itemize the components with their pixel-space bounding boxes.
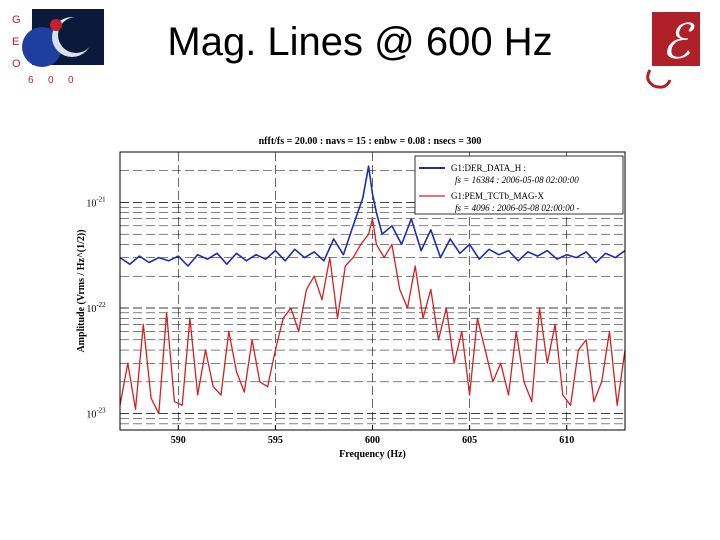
- logo-moon-shadow: [58, 17, 94, 53]
- y-tick-label: 10-23: [86, 407, 106, 421]
- chart-title: nfft/fs = 20.00 : navs = 15 : enbw = 0.0…: [259, 136, 482, 147]
- geo600-logo: G E O 6 0 0: [12, 9, 104, 86]
- legend-box: [414, 155, 624, 215]
- university-logo: ℰ: [646, 12, 700, 89]
- y-tick-label: 10-21: [86, 195, 106, 209]
- logo-red-square: [652, 12, 700, 66]
- spectrum-chart: nfft/fs = 20.00 : navs = 15 : enbw = 0.0…: [76, 136, 626, 460]
- x-tick-label: 600: [365, 435, 380, 446]
- y-tick-label: 10-22: [86, 301, 106, 315]
- x-tick-label: 610: [559, 435, 574, 446]
- series-line-blue: [119, 165, 626, 267]
- legend: G1:DER_DATA_H : fs = 16384 : 2006-05-08 …: [414, 155, 624, 215]
- legend-entry-red-info: fs = 4096 : 2006-05-08 02:00:00 -: [455, 203, 580, 213]
- slide-title: Mag. Lines @ 600 Hz: [167, 20, 553, 64]
- series-layer: [119, 165, 626, 415]
- x-axis-label: Frequency (Hz): [339, 449, 406, 460]
- logo-letter-g: G: [12, 14, 21, 26]
- legend-entry-blue-info: fs = 16384 : 2006-05-08 02:00:00: [455, 175, 579, 185]
- legend-entry-blue-name: G1:DER_DATA_H :: [451, 163, 526, 173]
- x-tick-label: 605: [462, 435, 477, 446]
- series-line-red: [119, 218, 626, 415]
- logo-swash: [646, 69, 672, 89]
- legend-entry-red-name: G1:PEM_TCTb_MAG-X: [451, 191, 545, 201]
- logo-digit-0a: 0: [48, 75, 54, 86]
- x-tick-label: 590: [171, 435, 186, 446]
- logo-letter-e: E: [12, 36, 19, 48]
- logo-letter-o: O: [12, 58, 21, 70]
- logo-red-dot: [50, 19, 62, 31]
- logo-digit-0b: 0: [68, 75, 74, 86]
- logo-script-glyph: ℰ: [661, 16, 695, 69]
- x-tick-label: 595: [268, 435, 283, 446]
- logo-digit-6: 6: [28, 75, 34, 86]
- grid-layer: [120, 151, 625, 431]
- y-axis-label: Amplitude (Vrms / Hz^(1/2)): [76, 229, 87, 352]
